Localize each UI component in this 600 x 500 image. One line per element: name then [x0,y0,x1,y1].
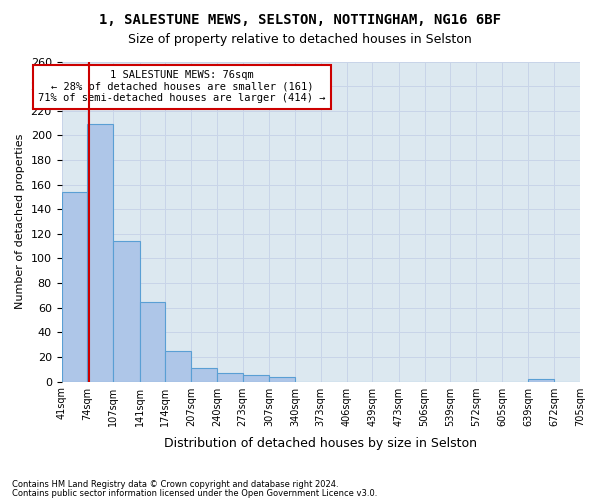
Bar [113,241,140,382]
Bar [529,379,554,382]
Bar [191,368,217,382]
Bar [140,302,166,382]
Bar [269,376,295,382]
Text: 1, SALESTUNE MEWS, SELSTON, NOTTINGHAM, NG16 6BF: 1, SALESTUNE MEWS, SELSTON, NOTTINGHAM, … [99,12,501,26]
Bar [217,373,242,382]
Bar [87,124,113,382]
Text: Contains HM Land Registry data © Crown copyright and database right 2024.: Contains HM Land Registry data © Crown c… [12,480,338,489]
Text: 1 SALESTUNE MEWS: 76sqm
← 28% of detached houses are smaller (161)
71% of semi-d: 1 SALESTUNE MEWS: 76sqm ← 28% of detache… [38,70,326,103]
Text: Contains public sector information licensed under the Open Government Licence v3: Contains public sector information licen… [12,488,377,498]
Bar [62,192,87,382]
X-axis label: Distribution of detached houses by size in Selston: Distribution of detached houses by size … [164,437,477,450]
Text: Size of property relative to detached houses in Selston: Size of property relative to detached ho… [128,32,472,46]
Bar [242,376,269,382]
Y-axis label: Number of detached properties: Number of detached properties [15,134,25,309]
Bar [166,351,191,382]
